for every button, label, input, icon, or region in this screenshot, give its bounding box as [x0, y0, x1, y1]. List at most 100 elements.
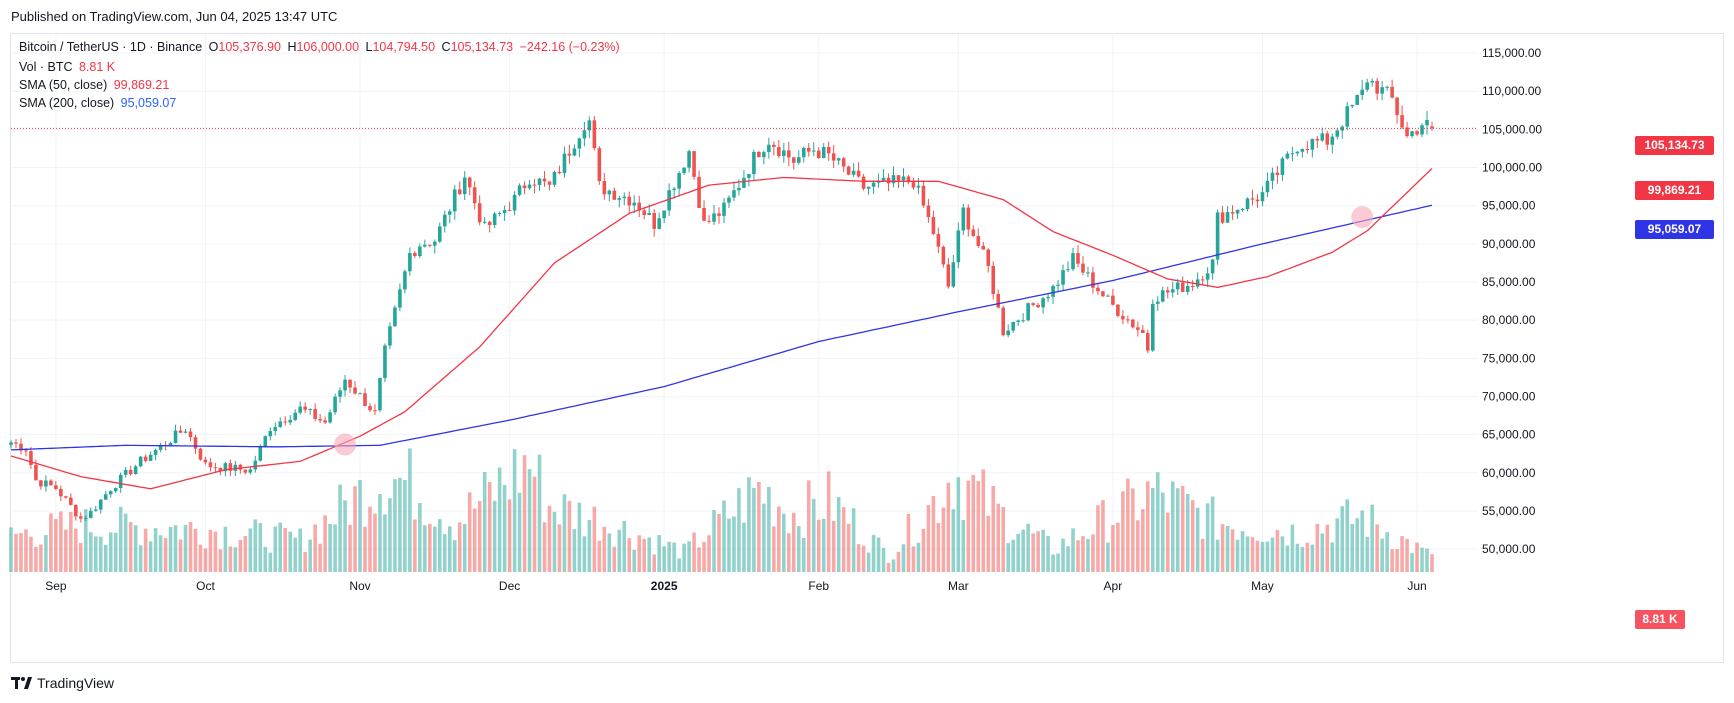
candle-body — [1215, 212, 1220, 260]
candle-body — [1430, 126, 1434, 129]
volume-bar — [647, 537, 651, 572]
candle-body — [128, 469, 133, 475]
candle-body — [368, 406, 372, 411]
candle-body — [677, 173, 681, 189]
candle-body — [1071, 253, 1075, 270]
candle-body — [687, 151, 691, 168]
volume-bar — [333, 524, 337, 572]
volume-bar — [143, 528, 148, 572]
volume-bar — [403, 479, 407, 572]
candle-body — [1355, 94, 1360, 105]
candle-body — [218, 467, 223, 472]
y-tick-label: 110,000.00 — [1482, 84, 1541, 98]
volume-bar — [841, 507, 846, 572]
candle-body — [1061, 270, 1065, 285]
candle-body — [308, 409, 312, 411]
candle-body — [662, 210, 666, 219]
volume-bar — [313, 524, 317, 572]
volume-bar — [482, 471, 487, 572]
candle-body — [831, 153, 836, 161]
candle-body — [428, 244, 432, 246]
volume-bar — [83, 509, 88, 572]
candle-body — [1011, 321, 1015, 331]
volume-bar — [363, 526, 367, 572]
volume-bar — [283, 527, 288, 572]
candle-body — [936, 234, 941, 247]
volume-bar — [846, 523, 851, 572]
sma200-label: SMA (200, close) — [19, 96, 115, 110]
volume-bar — [1335, 518, 1340, 572]
volume-bar — [567, 500, 572, 572]
volume-bar — [1106, 542, 1110, 572]
volume-bar — [263, 546, 268, 572]
candle-body — [228, 463, 233, 471]
volume-bar — [173, 525, 178, 572]
candle-body — [79, 516, 83, 519]
candle-body — [1001, 307, 1006, 336]
volume-bar — [343, 500, 347, 572]
volume-bar — [163, 538, 168, 572]
volume-bar — [1360, 510, 1364, 572]
volume-bar — [1250, 537, 1255, 572]
candle-body — [607, 190, 612, 195]
volume-bar — [1165, 512, 1170, 572]
candle-body — [961, 207, 966, 231]
candle-body — [34, 464, 38, 481]
volume-bar — [1155, 472, 1160, 572]
candle-body — [408, 252, 412, 272]
candle-body — [891, 175, 896, 184]
candle-body — [1111, 295, 1115, 305]
volume-bar — [338, 484, 342, 572]
tradingview-brand[interactable]: TradingView — [11, 675, 114, 691]
volume-bar — [727, 518, 731, 572]
volume-bar — [811, 498, 816, 572]
candle-body — [1021, 320, 1025, 322]
volume-bar — [208, 529, 213, 572]
volume-bar — [552, 511, 557, 572]
volume-bar — [1290, 524, 1295, 572]
volume-bar — [388, 498, 392, 572]
volume-bar — [1340, 506, 1345, 572]
candle-body — [1345, 106, 1350, 127]
candle-body — [1410, 131, 1414, 137]
volume-bar — [507, 499, 512, 572]
candle-body — [592, 120, 597, 149]
volume-bar — [966, 480, 971, 572]
volume-bar — [1146, 481, 1150, 572]
volume-bar — [203, 548, 208, 572]
candle-body — [1180, 282, 1185, 293]
candle-body — [318, 418, 322, 421]
candle-body — [1310, 138, 1315, 150]
candle-body — [767, 144, 771, 153]
volume-bar — [1430, 554, 1434, 572]
volume-bar — [1225, 525, 1230, 572]
volume-bar — [851, 508, 856, 572]
candle-body — [168, 443, 173, 446]
volume-bar — [1395, 549, 1399, 572]
volume-bar — [1185, 494, 1190, 572]
candle-body — [896, 175, 901, 181]
candle-body — [9, 442, 13, 445]
volume-bar — [682, 543, 686, 572]
volume-bar — [772, 526, 776, 572]
candle-body — [363, 393, 367, 407]
volume-bar — [806, 480, 811, 572]
candle-body — [1016, 320, 1020, 322]
candle-body — [1106, 295, 1110, 297]
volume-bar — [752, 487, 756, 572]
y-tick-label: 65,000.00 — [1482, 428, 1536, 442]
candle-body — [1086, 272, 1090, 274]
volume-bar — [981, 469, 986, 572]
candle-body — [467, 177, 472, 188]
volume-bar — [1425, 548, 1429, 572]
candle-body — [1360, 89, 1364, 95]
volume-bar — [926, 505, 931, 572]
candle-body — [1375, 80, 1379, 94]
candle-body — [93, 509, 98, 511]
candle-body — [1235, 209, 1240, 214]
candle-body — [762, 152, 766, 158]
candle-body — [697, 176, 701, 209]
candle-body — [792, 157, 796, 163]
candle-body — [782, 150, 786, 156]
